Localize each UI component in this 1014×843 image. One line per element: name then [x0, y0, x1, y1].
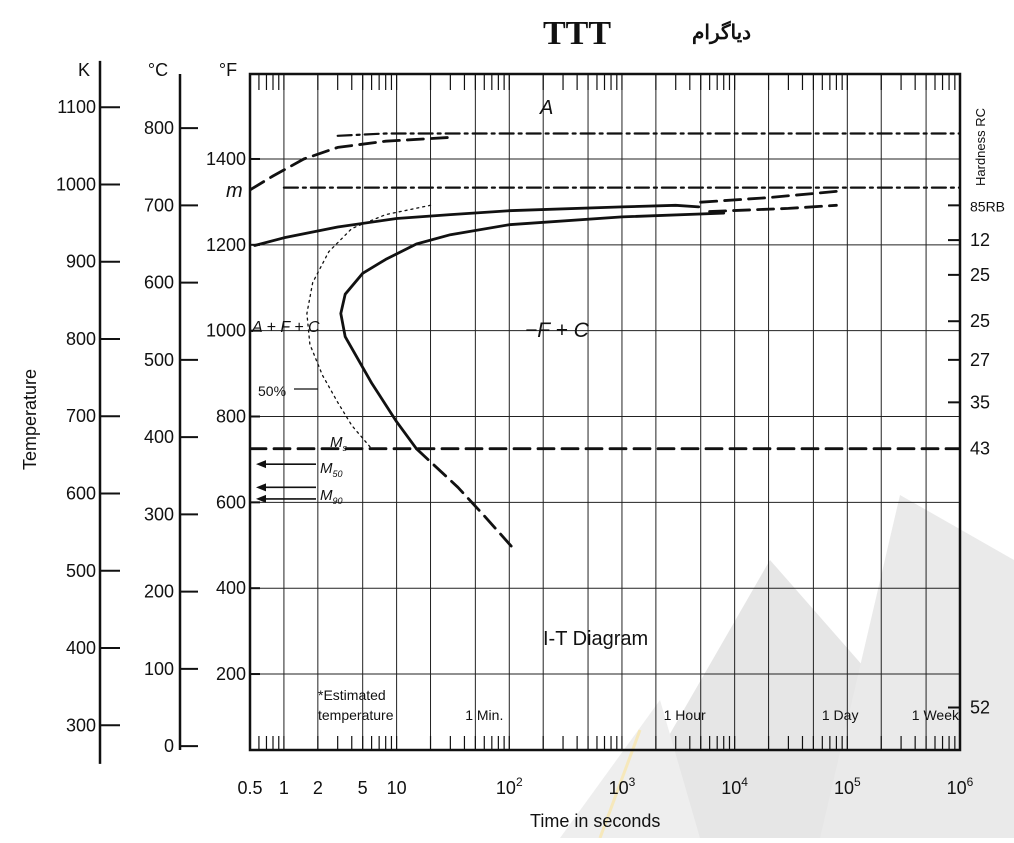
- time-marker-label: 1 Min.: [465, 707, 503, 723]
- celsius-tick-label: 500: [144, 350, 174, 370]
- x-tick-label: 5: [358, 778, 368, 798]
- title-persian: دیاگرام: [692, 20, 751, 45]
- watermark: [560, 495, 1014, 839]
- arrowhead-m90: [256, 494, 266, 503]
- y-axis-title: Temperature: [20, 369, 40, 470]
- curve-series-8: [336, 132, 960, 137]
- hardness-label: 35: [970, 392, 990, 412]
- curve-series-7: [306, 204, 432, 450]
- kelvin-tick-label: 600: [66, 484, 96, 504]
- time-marker-label: 1 Week: [912, 707, 960, 723]
- kelvin-tick-label: 800: [66, 329, 96, 349]
- celsius-unit-label: °C: [148, 60, 168, 80]
- axes: [98, 60, 960, 764]
- x-tick-label: 105: [834, 775, 861, 798]
- ms-label: Ms: [330, 434, 348, 453]
- hardness-title: Hardness RC: [973, 108, 988, 186]
- chart-inner-title: I-T Diagram: [543, 628, 648, 650]
- fahrenheit-tick-label: 600: [216, 492, 246, 512]
- arrowhead-ms: [256, 460, 266, 469]
- time-marker-label: 1 Hour: [664, 707, 706, 723]
- hardness-label: 27: [970, 350, 990, 370]
- region-label-A: A: [539, 97, 553, 119]
- celsius-tick-label: 200: [144, 582, 174, 602]
- region-label-50pct: 50%: [258, 383, 286, 399]
- curve-series-5: [414, 447, 516, 551]
- x-tick-label: 103: [609, 775, 636, 798]
- curve-series-3: [708, 203, 838, 213]
- region-label-afc: A + F + C: [251, 319, 320, 336]
- celsius-tick-label: 100: [144, 659, 174, 679]
- x-tick-label: 10: [387, 778, 407, 798]
- kelvin-tick-label: 500: [66, 561, 96, 581]
- fahrenheit-unit-label: °F: [219, 60, 237, 80]
- curve-series-6: [250, 135, 452, 192]
- x-tick-label: 0.5: [237, 778, 262, 798]
- hardness-label: 52: [970, 698, 990, 718]
- curve-series-2: [699, 189, 838, 204]
- title-main: TTT: [543, 15, 611, 52]
- arrowhead-m50: [256, 483, 266, 492]
- fahrenheit-tick-label: 800: [216, 407, 246, 427]
- x-axis-title: Time in seconds: [530, 811, 660, 831]
- celsius-tick-label: 0: [164, 736, 174, 756]
- kelvin-tick-label: 1100: [57, 97, 96, 117]
- curve-series-1: [253, 203, 701, 247]
- kelvin-unit-label: K: [78, 60, 90, 80]
- plot-frame: [248, 72, 962, 752]
- region-label-m: m: [226, 180, 243, 202]
- x-tick-label: 104: [721, 775, 748, 798]
- kelvin-tick-label: 1000: [56, 174, 96, 194]
- x-tick-label: 1: [279, 778, 289, 798]
- x-tick-label: 106: [947, 775, 974, 798]
- hardness-label: 85RB: [970, 198, 1005, 214]
- celsius-tick-label: 300: [144, 504, 174, 524]
- kelvin-tick-label: 300: [66, 715, 96, 735]
- curves: [250, 132, 960, 551]
- celsius-tick-label: 400: [144, 427, 174, 447]
- x-tick-label: 102: [496, 775, 523, 798]
- fahrenheit-tick-label: 1200: [206, 235, 246, 255]
- time-marker-label: 1 Day: [822, 707, 859, 723]
- curve-series-4: [339, 211, 726, 451]
- hardness-label: 25: [970, 311, 990, 331]
- fahrenheit-tick-label: 200: [216, 664, 246, 684]
- celsius-tick-label: 800: [144, 118, 174, 138]
- celsius-tick-label: 700: [144, 195, 174, 215]
- kelvin-tick-label: 900: [66, 252, 96, 272]
- estimated-note-2: temperature: [318, 707, 394, 723]
- fahrenheit-tick-label: 400: [216, 578, 246, 598]
- celsius-tick-label: 600: [144, 273, 174, 293]
- hardness-label: 25: [970, 265, 990, 285]
- hardness-label: 43: [970, 439, 990, 459]
- fahrenheit-tick-label: 1000: [206, 321, 246, 341]
- kelvin-tick-label: 700: [66, 406, 96, 426]
- fahrenheit-tick-label: 1400: [206, 149, 246, 169]
- m50-label: M50: [320, 460, 343, 479]
- m90-label: M90: [320, 487, 343, 506]
- estimated-note-1: *Estimated: [318, 687, 386, 703]
- hardness-label: 12: [970, 230, 990, 250]
- x-tick-label: 2: [313, 778, 323, 798]
- region-label-fc: −F + C: [525, 319, 590, 342]
- kelvin-tick-label: 400: [66, 638, 96, 658]
